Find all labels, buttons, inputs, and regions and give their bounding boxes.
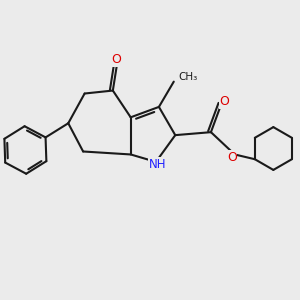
Text: NH: NH <box>149 158 166 171</box>
Text: O: O <box>219 95 229 108</box>
Text: O: O <box>111 53 121 66</box>
Text: CH₃: CH₃ <box>178 72 197 82</box>
Text: O: O <box>227 151 237 164</box>
